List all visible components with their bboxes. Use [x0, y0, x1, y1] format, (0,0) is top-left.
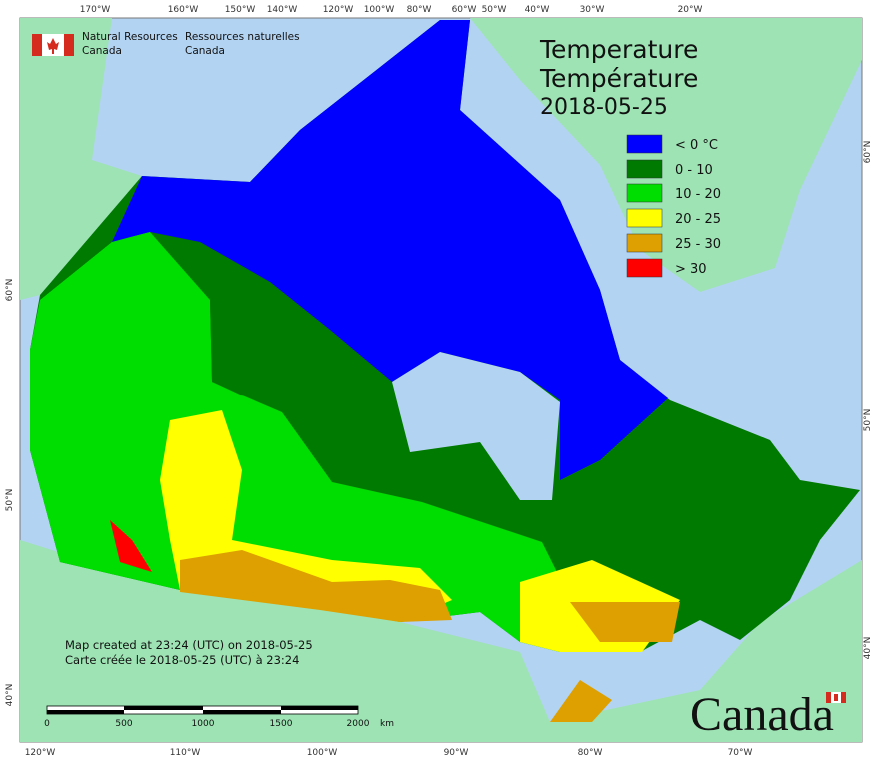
scale-label: 1500 [270, 719, 293, 729]
legend-label: 0 - 10 [675, 163, 713, 178]
graticule-label: 40°N [5, 684, 15, 707]
agency-fr: Ressources naturelles [185, 31, 300, 43]
graticule-label: 50°N [5, 489, 15, 512]
maple-leaf [834, 694, 838, 701]
scale-segment [281, 706, 358, 710]
legend-swatch [626, 134, 663, 154]
graticule-label: 90°W [444, 748, 469, 758]
title-en: Temperature [539, 35, 698, 64]
legend-swatch [626, 258, 663, 278]
graticule-label: 20°W [678, 5, 703, 15]
graticule-label: 80°W [578, 748, 603, 758]
title-date: 2018-05-25 [540, 95, 668, 120]
scale-segment [124, 706, 203, 710]
legend-label: 10 - 20 [675, 187, 721, 202]
graticule-label: 110°W [170, 748, 201, 758]
legend: < 0 °C 0 - 10 10 - 20 20 - 25 25 - 30 > 30 [626, 134, 721, 278]
scale-unit: km [380, 719, 394, 729]
graticule-label: 120°W [25, 748, 56, 758]
flag-band [826, 692, 831, 703]
graticule-label: 50°N [863, 409, 873, 432]
agency-en: Natural Resources [82, 31, 178, 43]
graticule-label: 40°N [863, 637, 873, 660]
maple-leaf [47, 38, 59, 54]
graticule-label: 160°W [168, 5, 199, 15]
zone [550, 680, 612, 722]
scale-segment [47, 710, 124, 714]
graticule-label: 40°W [525, 5, 550, 15]
logo [32, 34, 74, 56]
alaska [20, 18, 142, 300]
zone [180, 550, 452, 622]
united-states [20, 540, 862, 742]
graticule-label: 80°W [407, 5, 432, 15]
zone [570, 602, 680, 642]
legend-swatch [626, 233, 663, 253]
graticule-label: 60°W [452, 5, 477, 15]
zone [30, 232, 562, 652]
scale-label: 1000 [192, 719, 215, 729]
land [20, 18, 862, 742]
legend-label: < 0 °C [675, 138, 718, 153]
zone [112, 20, 668, 480]
legend-label: 20 - 25 [675, 212, 721, 227]
graticule-label: 170°W [80, 5, 111, 15]
legend-label: 25 - 30 [675, 237, 721, 252]
legend-label: > 30 [675, 262, 707, 277]
scale-label: 2000 [347, 719, 370, 729]
legend-swatch [626, 183, 663, 203]
graticule-label: 60°N [863, 141, 873, 164]
scale-bar: 0 500 1000 1500 2000 km [44, 705, 394, 729]
graticule-label: 70°W [728, 748, 753, 758]
title-fr: Température [539, 64, 698, 93]
wordmark-flag [826, 692, 846, 703]
graticule-label: 100°W [307, 748, 338, 758]
created-fr: Carte créée le 2018-05-25 (UTC) à 23:24 [65, 653, 299, 667]
zone [210, 285, 330, 400]
legend-swatch [626, 208, 663, 228]
graticule-label: 30°W [580, 5, 605, 15]
greenland [470, 18, 862, 292]
zone [110, 520, 152, 572]
flag-band [32, 34, 42, 56]
flag-band [64, 34, 74, 56]
graticule-label: 120°W [323, 5, 354, 15]
graticule-label: 100°W [364, 5, 395, 15]
wordmark: Canada [690, 688, 834, 741]
scale-label: 500 [115, 719, 132, 729]
graticule-label: 150°W [225, 5, 256, 15]
created-en: Map created at 23:24 (UTC) on 2018-05-25 [65, 638, 313, 652]
graticule-label: 50°W [482, 5, 507, 15]
graticule-label: 60°N [5, 279, 15, 302]
scale-segment [203, 710, 281, 714]
hudson-bay [392, 352, 560, 500]
legend-swatch [626, 159, 663, 179]
graticule: 170°W 160°W 150°W 140°W 120°W 100°W 80°W 60°W 50… [5, 5, 873, 758]
country-en: Canada [82, 45, 122, 57]
flag-band [841, 692, 846, 703]
scale-label: 0 [44, 719, 50, 729]
graticule-label: 140°W [267, 5, 298, 15]
country-fr: Canada [185, 45, 225, 57]
